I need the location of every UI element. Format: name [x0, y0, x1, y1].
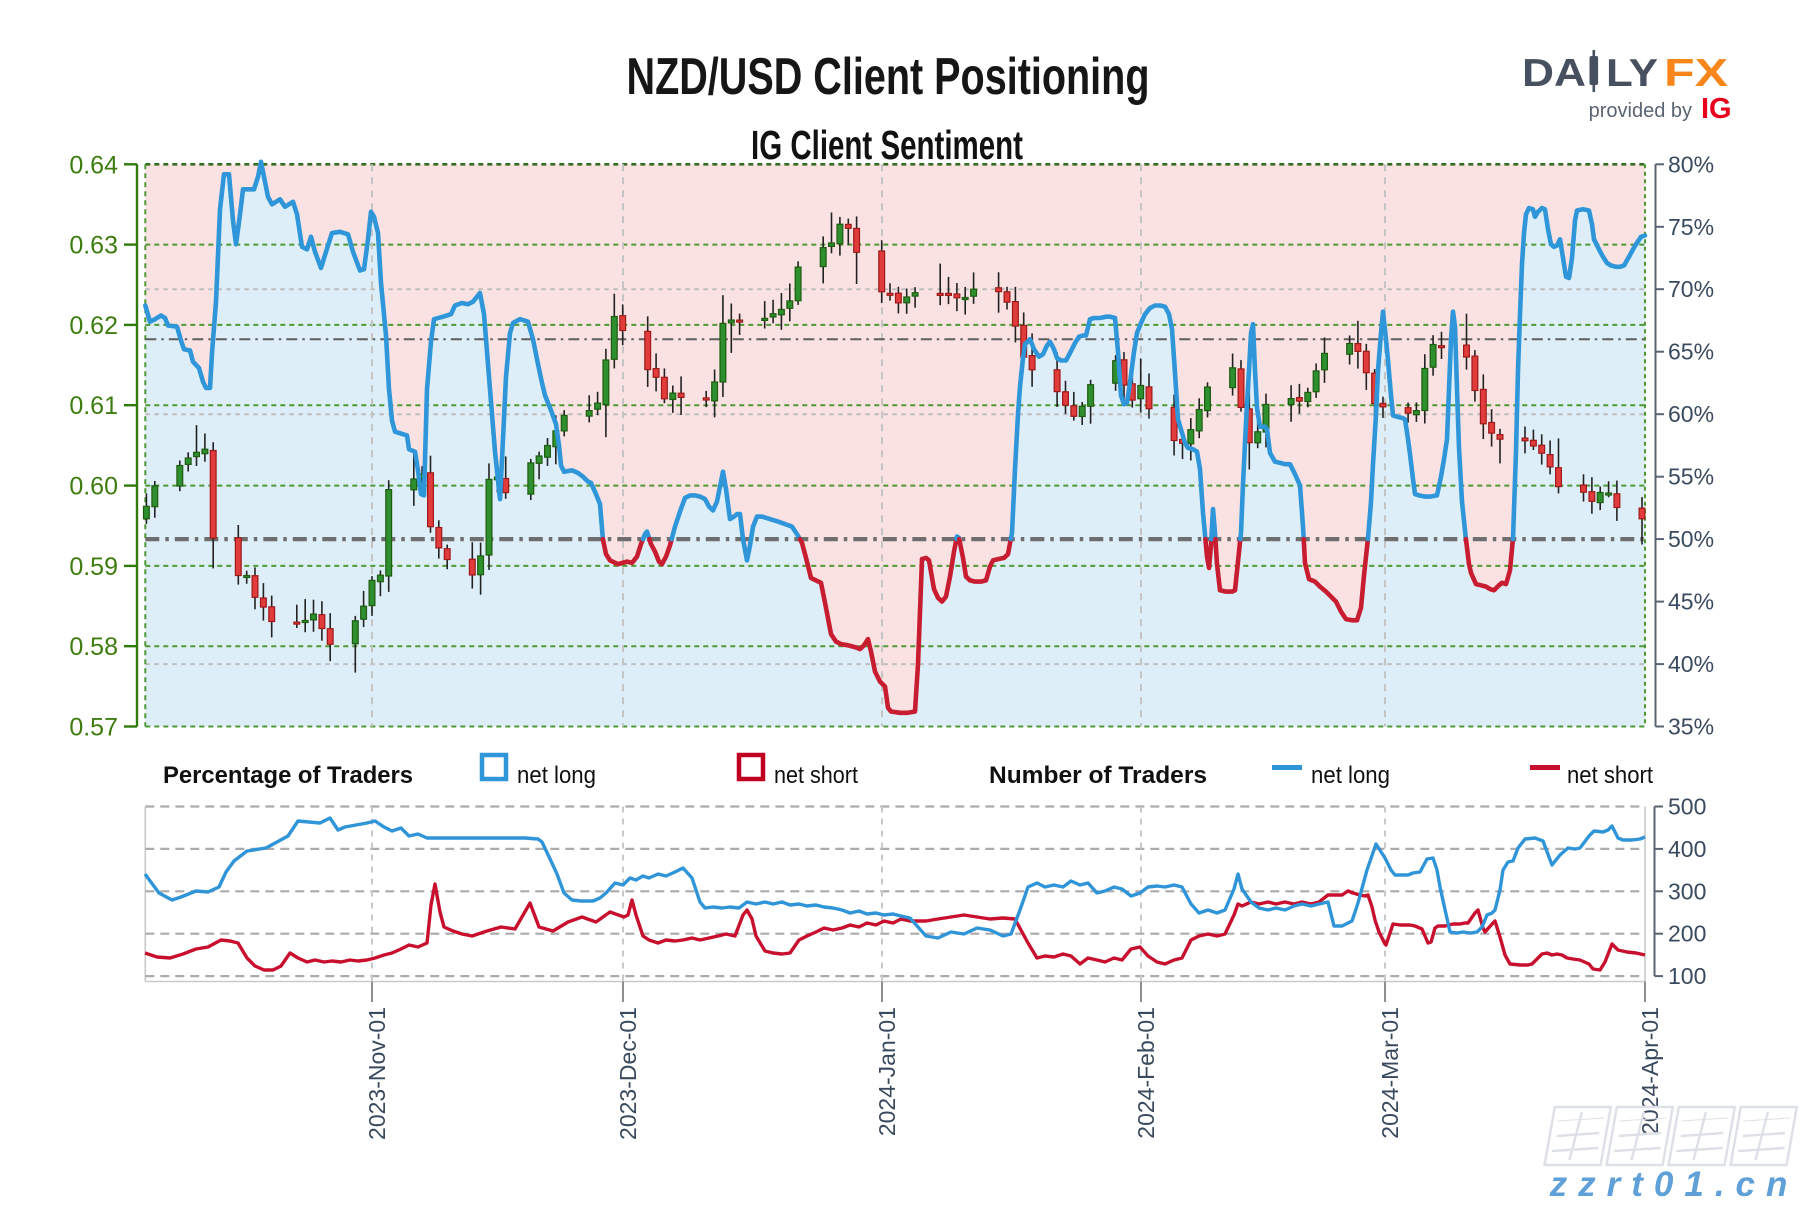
- svg-text:35%: 35%: [1668, 714, 1714, 740]
- svg-text:0.62: 0.62: [69, 312, 118, 340]
- svg-text:net long: net long: [1311, 762, 1390, 789]
- svg-text:NZD/USD Client Positioning: NZD/USD Client Positioning: [627, 48, 1150, 106]
- svg-text:IG: IG: [1701, 93, 1732, 125]
- svg-text:80%: 80%: [1668, 151, 1714, 177]
- svg-text:50%: 50%: [1668, 526, 1714, 552]
- svg-text:IG Client Sentiment: IG Client Sentiment: [751, 122, 1023, 168]
- svg-text:75%: 75%: [1668, 214, 1714, 240]
- svg-text:0.63: 0.63: [69, 232, 118, 260]
- svg-text:zzrt01.cn: zzrt01.cn: [1549, 1165, 1799, 1200]
- svg-text:0.59: 0.59: [69, 553, 118, 581]
- svg-text:provided by: provided by: [1589, 100, 1692, 122]
- svg-text:0.64: 0.64: [69, 151, 118, 179]
- svg-text:2024-Feb-01: 2024-Feb-01: [1133, 1007, 1159, 1139]
- svg-text:net long: net long: [517, 762, 596, 789]
- svg-text:65%: 65%: [1668, 339, 1714, 365]
- svg-text:55%: 55%: [1668, 464, 1714, 490]
- svg-text:FX: FX: [1664, 52, 1728, 95]
- svg-text:500: 500: [1668, 794, 1706, 820]
- svg-text:2023-Dec-01: 2023-Dec-01: [615, 1007, 641, 1140]
- svg-text:Number of Traders: Number of Traders: [989, 762, 1207, 789]
- svg-text:0.58: 0.58: [69, 633, 118, 661]
- svg-text:DA: DA: [1522, 52, 1586, 95]
- svg-text:2024-Apr-01: 2024-Apr-01: [1637, 1007, 1663, 1135]
- svg-text:400: 400: [1668, 836, 1706, 862]
- svg-text:2023-Nov-01: 2023-Nov-01: [364, 1007, 390, 1140]
- svg-text:45%: 45%: [1668, 589, 1714, 615]
- svg-text:2024-Jan-01: 2024-Jan-01: [874, 1007, 900, 1136]
- svg-text:40%: 40%: [1668, 651, 1714, 677]
- svg-text:70%: 70%: [1668, 276, 1714, 302]
- svg-text:300: 300: [1668, 878, 1706, 904]
- svg-text:100: 100: [1668, 963, 1706, 989]
- svg-text:2024-Mar-01: 2024-Mar-01: [1377, 1007, 1403, 1139]
- svg-text:60%: 60%: [1668, 401, 1714, 427]
- svg-text:net short: net short: [774, 762, 858, 789]
- svg-text:net short: net short: [1567, 762, 1653, 789]
- svg-text:Percentage of Traders: Percentage of Traders: [163, 762, 413, 789]
- svg-text:0.57: 0.57: [69, 714, 118, 742]
- svg-text:0.60: 0.60: [69, 473, 118, 501]
- svg-text:200: 200: [1668, 921, 1706, 947]
- svg-text:LY: LY: [1606, 52, 1658, 95]
- svg-text:0.61: 0.61: [69, 392, 118, 420]
